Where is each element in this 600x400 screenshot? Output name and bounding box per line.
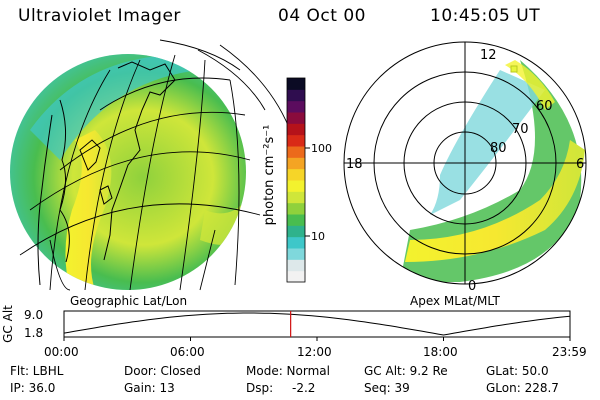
colorbar-swatch <box>287 134 305 147</box>
altitude-curve <box>63 312 571 336</box>
mlt-label-12: 12 <box>480 48 497 63</box>
observation-date: 04 Oct 00 <box>278 6 366 26</box>
left-panel-label: Geographic Lat/Lon <box>70 294 187 308</box>
mlat-label-60: 60 <box>536 99 553 114</box>
status-glat: GLat: 50.0 <box>486 364 549 378</box>
colorbar-swatch <box>287 89 305 102</box>
status-glon: GLon: 228.7 <box>486 381 559 395</box>
altitude-x-ticks <box>63 337 571 341</box>
status-door: Door: Closed <box>124 364 201 378</box>
coastline <box>37 114 53 286</box>
observation-time: 10:45:05 UT <box>430 6 541 26</box>
colorbar <box>286 77 306 283</box>
altitude-x-tick-1800: 18:00 <box>423 345 458 359</box>
status-mode: Mode: Normal <box>246 364 330 378</box>
polar-image <box>343 41 587 285</box>
altitude-plot-frame <box>63 310 571 338</box>
status-ip: IP: 36.0 <box>10 381 56 395</box>
colorbar-swatch <box>287 202 305 215</box>
altitude-y-tick-9: 9.0 <box>24 308 43 322</box>
colorbar-swatch <box>287 236 305 249</box>
status-gain: Gain: 13 <box>124 381 175 395</box>
colorbar-tick-10: 10 <box>311 230 325 243</box>
colorbar-swatch <box>287 123 305 136</box>
colorbar-swatch <box>287 157 305 170</box>
status-seq: Seq: 39 <box>364 381 410 395</box>
status-dsp-label: Dsp: <box>246 381 274 395</box>
colorbar-swatch <box>287 100 305 113</box>
mlat-label-80: 80 <box>490 141 507 156</box>
polar-grid <box>343 41 587 285</box>
status-dsp-value: -2.2 <box>292 381 316 395</box>
subsolar-marker <box>510 65 518 73</box>
emission-edge <box>30 55 200 160</box>
altitude-plot <box>63 310 571 341</box>
coastline-continent <box>103 61 176 261</box>
auroral-emission-field <box>10 54 246 290</box>
colorbar-swatch <box>287 270 305 283</box>
colorbar-unit-label: photon cm⁻²s⁻¹ <box>262 125 277 226</box>
altitude-x-tick-1200: 12:00 <box>297 345 332 359</box>
mlat-label-70: 70 <box>512 122 529 137</box>
colorbar-swatch <box>287 248 305 260</box>
polar-cap-emission <box>430 70 545 215</box>
altitude-y-tick-1: 1.8 <box>24 326 43 340</box>
colorbar-frame <box>286 77 306 283</box>
right-panel-label: Apex MLat/MLT <box>410 294 500 308</box>
mlt-label-18: 18 <box>346 157 363 172</box>
colorbar-tick-100: 100 <box>311 142 332 155</box>
colorbar-swatch <box>287 78 305 90</box>
auroral-oval-band <box>405 140 585 262</box>
mlt-label-0: 0 <box>468 279 476 294</box>
coastline-islands <box>79 139 113 205</box>
colorbar-swatch <box>287 146 305 158</box>
outer-grid <box>49 39 291 291</box>
altitude-x-tick-0600: 06:00 <box>170 345 205 359</box>
colorbar-swatch <box>287 168 305 181</box>
instrument-title: Ultraviolet Imager <box>18 6 181 26</box>
altitude-x-tick-0000: 00:00 <box>44 345 79 359</box>
status-gc-alt: GC Alt: 9.2 Re <box>364 364 448 378</box>
colorbar-swatch <box>287 191 305 204</box>
colorbar-swatch <box>287 180 305 192</box>
mlt-label-6: 6 <box>576 157 584 172</box>
status-filter: Flt: LBHL <box>10 364 64 378</box>
colorbar-swatch <box>287 225 305 238</box>
colorbar-swatch <box>287 214 305 226</box>
altitude-axis-label: GC Alt <box>1 305 15 343</box>
colorbar-swatch <box>287 259 305 272</box>
altitude-x-tick-2359: 23:59 <box>552 345 587 359</box>
colorbar-swatch <box>287 112 305 124</box>
geographic-image <box>10 39 291 291</box>
